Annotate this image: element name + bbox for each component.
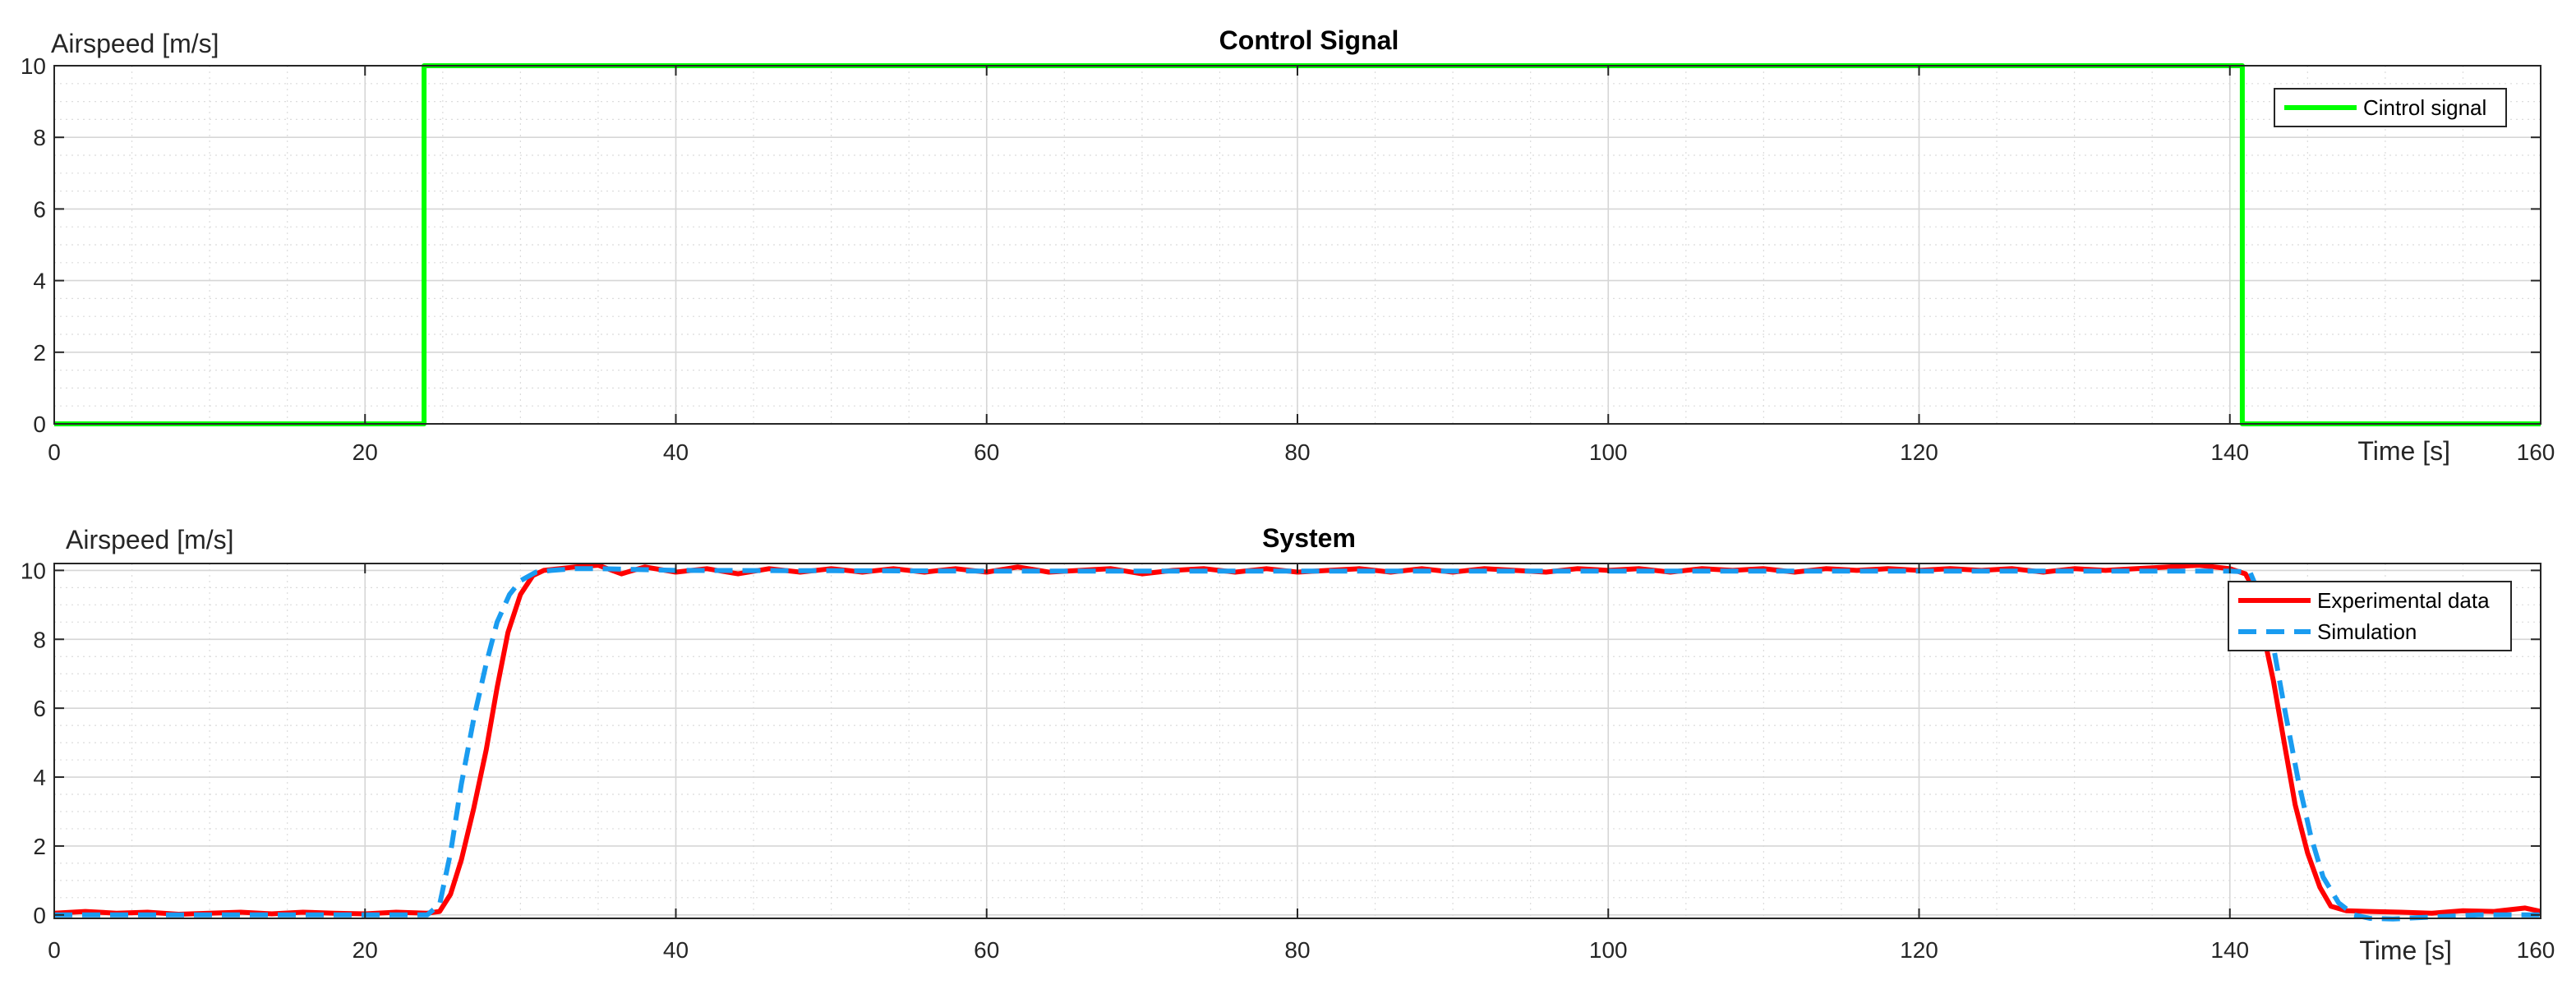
y-tick-label: 8 (33, 627, 46, 652)
x-tick-label: 40 (663, 439, 689, 465)
y-axis-label: Airspeed [m/s] (51, 29, 219, 58)
y-tick-label: 2 (33, 834, 46, 859)
x-axis-label: Time [s] (2359, 936, 2452, 965)
legend-label: Cintrol signal (2363, 95, 2486, 120)
chart-title: System (1262, 523, 1356, 553)
x-tick-label: 160 (2517, 937, 2555, 963)
y-tick-label: 6 (33, 196, 46, 222)
legend-label: Experimental data (2317, 588, 2490, 613)
x-tick-label: 80 (1284, 937, 1310, 963)
y-tick-label: 10 (21, 558, 46, 583)
x-tick-label: 40 (663, 937, 689, 963)
system-panel: 0 20 40 60 80 100 120 140 160 0 2 4 6 8 10 System Airspe… (21, 523, 2555, 965)
x-tick-label: 60 (974, 937, 999, 963)
y-tick-label: 10 (21, 53, 46, 79)
x-tick-label: 140 (2210, 439, 2249, 465)
y-tick-label: 8 (33, 125, 46, 150)
x-tick-label: 160 (2517, 439, 2555, 465)
y-tick-label: 0 (33, 903, 46, 928)
x-tick-label: 80 (1284, 439, 1310, 465)
control-signal-panel: 0 20 40 60 80 100 120 140 160 0 2 4 6 8 10 Control Sign… (21, 25, 2555, 466)
x-tick-label: 20 (353, 439, 378, 465)
simulation-line (54, 566, 2541, 922)
x-axis-label: Time [s] (2357, 436, 2450, 466)
legend-label: Simulation (2317, 619, 2417, 644)
x-tick-label: 0 (48, 439, 61, 465)
x-tick-label: 120 (1900, 937, 1938, 963)
x-tick-label: 140 (2210, 937, 2249, 963)
y-tick-label: 2 (33, 340, 46, 366)
x-tick-label: 120 (1900, 439, 1938, 465)
y-axis-label: Airspeed [m/s] (66, 525, 234, 554)
y-tick-label: 4 (33, 765, 46, 790)
y-tick-label: 0 (33, 412, 46, 437)
chart-title: Control Signal (1219, 25, 1399, 55)
legend-box (2228, 581, 2512, 651)
x-tick-label: 100 (1589, 937, 1628, 963)
x-tick-label: 0 (48, 937, 61, 963)
x-tick-label: 100 (1589, 439, 1628, 465)
x-tick-label: 20 (353, 937, 378, 963)
x-tick-label: 60 (974, 439, 999, 465)
y-tick-label: 4 (33, 269, 46, 294)
y-tick-label: 6 (33, 696, 46, 721)
